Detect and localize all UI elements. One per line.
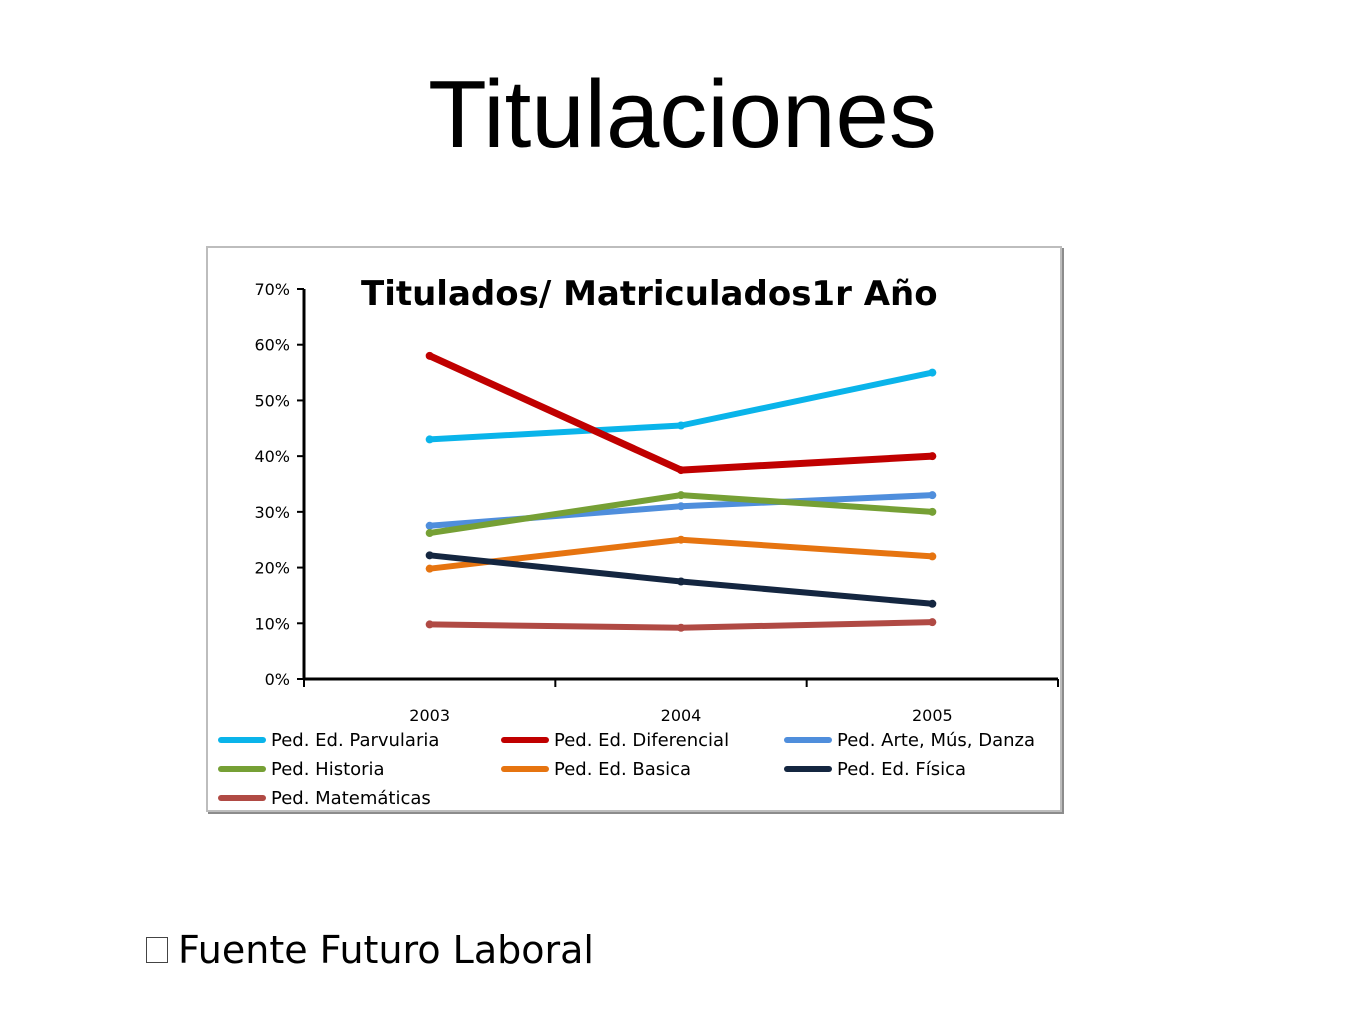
data-point xyxy=(425,564,434,573)
y-tick-label: 0% xyxy=(265,670,290,689)
footnote: Fuente Futuro Laboral xyxy=(146,928,594,972)
y-tick-label: 70% xyxy=(254,280,290,299)
data-point xyxy=(425,620,434,629)
legend-label: Ped. Historia xyxy=(271,758,385,780)
legend-swatch xyxy=(218,766,266,772)
data-point xyxy=(425,551,434,560)
y-tick-label: 50% xyxy=(254,391,290,410)
data-point xyxy=(677,502,685,511)
legend-item: Ped. Ed. Basica xyxy=(501,755,691,783)
legend-item: Ped. Ed. Parvularia xyxy=(218,726,439,754)
data-point xyxy=(677,421,685,430)
data-point xyxy=(928,552,937,561)
data-point xyxy=(928,452,937,461)
data-point xyxy=(677,623,685,632)
data-point xyxy=(425,521,434,530)
legend-label: Ped. Ed. Física xyxy=(837,758,967,780)
x-tick-label: 2003 xyxy=(409,706,450,725)
legend-item: Ped. Historia xyxy=(218,755,385,783)
line-chart: Titulados/ Matriculados1r Año 0% 10% 20% 30… xyxy=(254,274,1059,725)
legend-item: Ped. Ed. Física xyxy=(784,755,966,783)
data-point xyxy=(928,368,937,377)
legend-item: Ped. Matemáticas xyxy=(218,784,431,812)
chart-frame: Titulados/ Matriculados1r Año 0% 10% 20% 30… xyxy=(206,246,1062,812)
data-point xyxy=(425,435,434,444)
bullet-icon xyxy=(146,937,168,963)
legend-label: Ped. Arte, Mús, Danza xyxy=(837,729,1035,751)
legend-swatch xyxy=(501,766,549,772)
data-point xyxy=(677,577,685,586)
legend-swatch xyxy=(501,737,549,743)
series-line xyxy=(426,352,936,474)
y-tick-label: 10% xyxy=(254,614,290,633)
legend-swatch xyxy=(218,737,266,743)
legend-swatch xyxy=(218,795,266,801)
slide-title: Titulaciones xyxy=(428,61,937,168)
legend-label: Ped. Ed. Parvularia xyxy=(271,729,440,751)
x-tick-label: 2005 xyxy=(912,706,953,725)
series-layer xyxy=(425,351,937,632)
footnote-text: Fuente Futuro Laboral xyxy=(178,928,594,972)
data-point xyxy=(928,491,937,500)
chart-title: Titulados/ Matriculados1r Año xyxy=(361,274,938,314)
y-tick-label: 60% xyxy=(254,336,290,355)
legend-swatch xyxy=(784,737,832,743)
data-point xyxy=(928,599,937,608)
data-point xyxy=(928,618,937,627)
data-point xyxy=(677,491,685,500)
legend-item: Ped. Ed. Diferencial xyxy=(501,726,729,754)
legend-label: Ped. Ed. Diferencial xyxy=(554,729,730,751)
data-point xyxy=(425,351,434,360)
y-tick-label: 30% xyxy=(254,503,290,522)
x-tick-label: 2004 xyxy=(661,706,702,725)
y-tick-label: 40% xyxy=(254,447,290,466)
data-point xyxy=(677,466,685,475)
legend-swatch xyxy=(784,766,832,772)
legend-label: Ped. Ed. Basica xyxy=(554,758,692,780)
legend-item: Ped. Arte, Mús, Danza xyxy=(784,726,1035,754)
chart-axes: 0% 10% 20% 30% 40% 50% 60% 70% 2003 2004 2005 xyxy=(254,280,1059,725)
data-point xyxy=(928,507,937,516)
legend-label: Ped. Matemáticas xyxy=(271,787,431,809)
data-point xyxy=(425,529,434,538)
data-point xyxy=(677,535,685,544)
y-tick-label: 20% xyxy=(254,559,290,578)
